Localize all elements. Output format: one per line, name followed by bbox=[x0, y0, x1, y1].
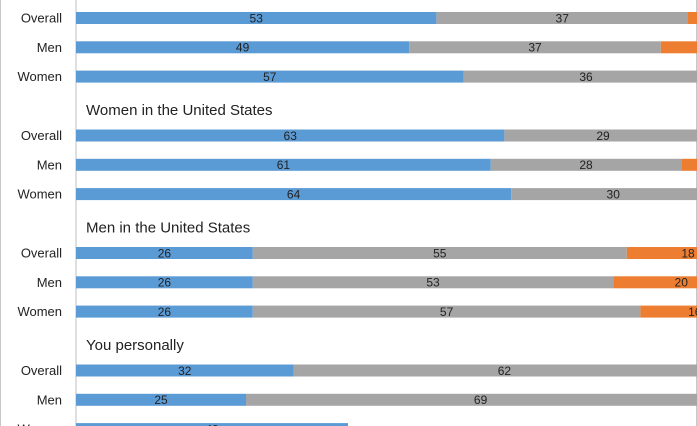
data-label: 18 bbox=[681, 246, 695, 260]
row-label: Men bbox=[37, 392, 62, 407]
data-label: 25 bbox=[154, 393, 168, 407]
bar-segment bbox=[293, 364, 697, 377]
row-label: Overall bbox=[21, 246, 62, 261]
data-label: 30 bbox=[607, 187, 621, 201]
bar-segment bbox=[613, 276, 697, 289]
row-label: Overall bbox=[21, 11, 62, 26]
row-label: Men bbox=[37, 40, 62, 55]
data-label: 69 bbox=[474, 393, 488, 407]
bar-segment bbox=[76, 70, 464, 83]
data-label: 55 bbox=[433, 246, 447, 260]
bar-segment bbox=[76, 423, 348, 426]
data-label: 37 bbox=[556, 11, 570, 25]
row-label: Men bbox=[37, 157, 62, 172]
bar-segment bbox=[252, 305, 641, 318]
bar-segment bbox=[640, 305, 697, 318]
data-label: 26 bbox=[158, 246, 172, 260]
bar-segment bbox=[76, 12, 437, 24]
data-label: 64 bbox=[287, 187, 301, 201]
bar-segment bbox=[409, 41, 661, 54]
data-label: 57 bbox=[440, 305, 454, 319]
group-title: You personally bbox=[86, 337, 184, 354]
data-label: 62 bbox=[498, 364, 512, 378]
data-label: 28 bbox=[579, 158, 593, 172]
bar-segment bbox=[490, 158, 682, 171]
bar-segment bbox=[76, 188, 512, 201]
bar-segment bbox=[252, 247, 627, 259]
data-label: 49 bbox=[236, 41, 250, 55]
row-label: Women bbox=[17, 187, 62, 202]
data-label: 61 bbox=[277, 158, 291, 172]
bar-segment bbox=[688, 12, 697, 24]
bar-segment bbox=[76, 158, 491, 171]
bar-segment bbox=[504, 129, 697, 142]
bar-segment bbox=[463, 70, 697, 83]
data-label: 63 bbox=[284, 129, 298, 143]
bar-segment bbox=[76, 129, 505, 142]
bar-segment bbox=[626, 247, 697, 259]
bar-segment bbox=[76, 393, 246, 406]
row-label: Men bbox=[37, 275, 62, 290]
row-label: Overall bbox=[21, 363, 62, 378]
data-label: 26 bbox=[158, 305, 172, 319]
bar-segment bbox=[252, 276, 614, 289]
bar-segment bbox=[76, 305, 253, 318]
bar-segment bbox=[246, 393, 697, 406]
row-label: Women bbox=[17, 304, 62, 319]
bar-segment bbox=[511, 188, 697, 201]
data-label: 29 bbox=[596, 129, 610, 143]
data-label: 32 bbox=[178, 364, 192, 378]
row-label: Women bbox=[17, 69, 62, 84]
data-label: 37 bbox=[528, 41, 542, 55]
bar-segment bbox=[436, 12, 688, 24]
data-label: 16 bbox=[688, 305, 697, 319]
row-label: Women bbox=[17, 422, 62, 426]
data-label: 40 bbox=[205, 422, 219, 426]
bar-segment bbox=[76, 41, 410, 54]
bar-segment bbox=[76, 364, 294, 377]
bar-segment bbox=[660, 41, 697, 54]
bar-segment bbox=[681, 158, 697, 171]
data-label: 53 bbox=[426, 276, 440, 290]
data-label: 20 bbox=[675, 276, 689, 290]
bar-segment bbox=[76, 247, 253, 259]
data-label: 53 bbox=[250, 11, 264, 25]
row-label: Overall bbox=[21, 128, 62, 143]
bar-segment bbox=[76, 276, 253, 289]
group-title: Men in the United States bbox=[86, 220, 250, 237]
data-label: 36 bbox=[579, 70, 593, 84]
data-label: 57 bbox=[263, 70, 277, 84]
data-label: 26 bbox=[158, 276, 172, 290]
group-title: Women in the United States bbox=[86, 102, 273, 119]
